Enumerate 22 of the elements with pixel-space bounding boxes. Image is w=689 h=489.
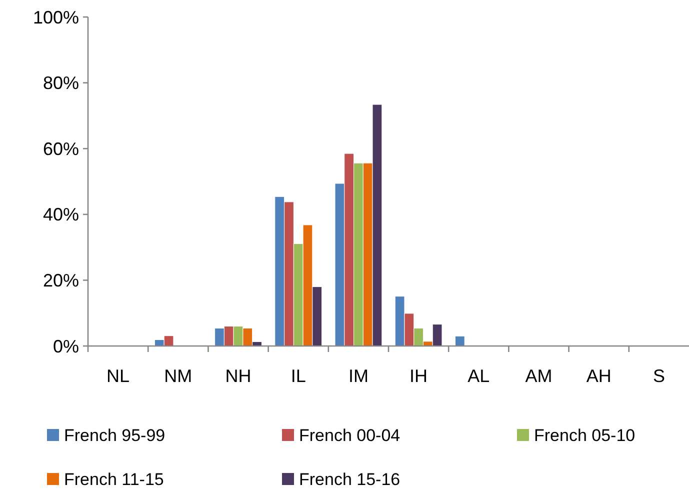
x-tick-label: AH (586, 366, 612, 386)
y-tick-label: 0% (52, 336, 79, 356)
y-tick-label: 40% (42, 204, 79, 225)
legend-label: French 95-99 (64, 426, 166, 445)
x-tick-label: AM (525, 366, 552, 386)
legend-label: French 15-16 (299, 470, 400, 489)
x-tick-label: NH (225, 366, 252, 386)
y-tick-label: 100% (32, 7, 79, 28)
x-tick-label: IL (290, 366, 306, 386)
x-tick-label: NL (106, 366, 130, 386)
legend-label: French 00-04 (299, 426, 400, 445)
x-tick-label: S (652, 366, 665, 386)
legend-label: French 11-15 (64, 470, 164, 489)
legend-label: French 05-10 (534, 426, 636, 445)
bar (454, 336, 465, 346)
y-tick-label: 80% (42, 73, 79, 94)
x-tick-label: NM (164, 366, 192, 386)
x-tick-label: IH (410, 366, 428, 386)
x-tick-label: IM (348, 366, 368, 386)
x-tick-label: AL (468, 366, 490, 386)
y-tick-label: 60% (42, 138, 79, 159)
y-tick-label: 20% (42, 270, 79, 290)
